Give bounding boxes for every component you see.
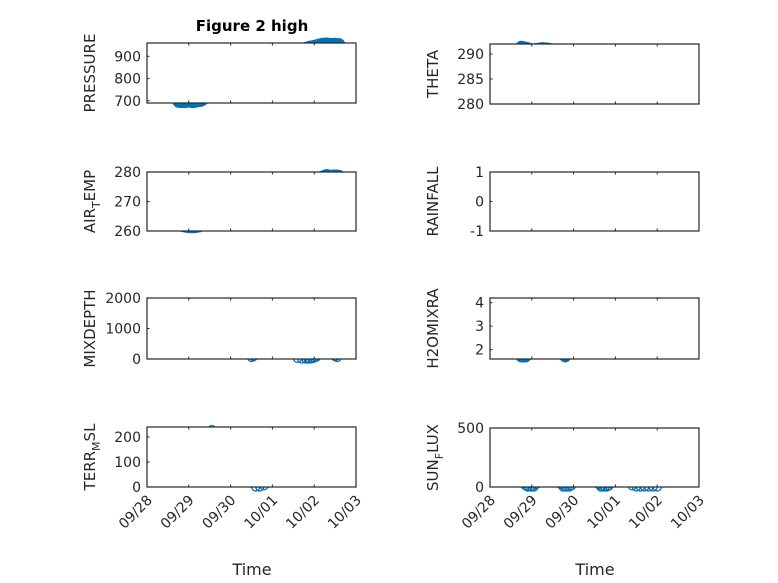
subplot-row3-left: 0 1000 2000 MIXDEPTH — [81, 289, 357, 368]
subplot-row4-left: 0 100 200 TERRMSL 09/28 09/29 09/30 10/01 10/02 1… — [81, 423, 365, 532]
x-axis-label-left: Time — [231, 560, 271, 579]
x-tick-label: 09/30 — [543, 493, 583, 533]
x-tick-label: 10/02 — [626, 493, 666, 533]
subplot-row3-right: 2 3 4 H2OMIXRA — [424, 288, 700, 369]
x-tick-label: 10/01 — [584, 493, 624, 533]
y-tick-label: 200 — [114, 430, 141, 446]
subplot-top-left: 700 800 900 PRESSURE — [81, 34, 357, 113]
axes-box — [146, 42, 357, 104]
y-tick-label: 0 — [475, 480, 484, 496]
figure-title: Figure 2 high — [196, 17, 309, 35]
y-tick-label: 280 — [114, 165, 141, 181]
y-tick-label: 0 — [132, 352, 141, 368]
y-tick-label: 270 — [114, 195, 141, 211]
y-axis-label: MIXDEPTH — [81, 289, 99, 367]
x-tick-label: 10/03 — [325, 493, 365, 533]
y-axis-label: AIRTEMP — [81, 170, 103, 233]
x-axis-label-right: Time — [574, 560, 614, 579]
axes-box — [146, 171, 357, 232]
axes-box — [146, 297, 357, 360]
subplot-row4-right: 0 500 SUNFLUX 09/28 09/29 09/30 10/01 10/02 10/0… — [424, 421, 708, 532]
x-tick-label: 10/02 — [283, 493, 323, 533]
axes-box — [489, 427, 700, 488]
y-axis-label: TERRMSL — [81, 423, 103, 492]
y-axis-label: THETA — [424, 49, 442, 99]
y-tick-label: 2 — [475, 343, 484, 359]
y-tick-label: 1000 — [105, 322, 141, 338]
y-tick-label: 3 — [475, 319, 484, 335]
y-axis-label: RAINFALL — [424, 166, 442, 237]
y-axis-label: SUNFLUX — [424, 424, 446, 491]
axes-box — [489, 297, 700, 360]
axes-box — [489, 43, 700, 105]
y-tick-label: 900 — [114, 49, 141, 65]
x-tick-label: 10/03 — [668, 493, 708, 533]
x-tick-label: 10/01 — [241, 493, 281, 533]
axes-box — [489, 171, 700, 232]
y-tick-label: 285 — [457, 72, 484, 88]
x-tick-label: 09/29 — [158, 493, 198, 533]
y-tick-label: 1 — [475, 165, 484, 181]
subplot-grid: 700 800 900 PRESSURE 280 285 290 THETA 260 270 280… — [81, 34, 708, 533]
x-tick-label: 09/30 — [200, 493, 240, 533]
y-tick-label: 700 — [114, 94, 141, 110]
x-tick-label: 09/28 — [459, 493, 499, 533]
subplot-row2-left: 260 270 280 AIRTEMP — [81, 165, 357, 240]
axes-box — [146, 426, 357, 488]
y-tick-label: 260 — [114, 224, 141, 240]
x-tick-label: 09/29 — [501, 493, 541, 533]
y-axis-label: H2OMIXRA — [424, 288, 442, 369]
y-tick-label: 280 — [457, 97, 484, 113]
y-tick-label: 500 — [457, 421, 484, 437]
subplot-top-right: 280 285 290 THETA — [424, 40, 700, 113]
y-tick-label: 4 — [475, 296, 484, 312]
y-tick-label: 0 — [475, 195, 484, 211]
x-tick-label: 09/28 — [116, 493, 156, 533]
subplot-row2-right: -1 0 1 RAINFALL — [424, 165, 700, 240]
y-tick-label: 2000 — [105, 291, 141, 307]
y-tick-label: -1 — [470, 224, 484, 240]
y-tick-label: 800 — [114, 72, 141, 88]
y-tick-label: 0 — [132, 480, 141, 496]
y-tick-label: 100 — [114, 455, 141, 471]
y-axis-label: PRESSURE — [81, 34, 99, 113]
y-tick-label: 290 — [457, 47, 484, 63]
